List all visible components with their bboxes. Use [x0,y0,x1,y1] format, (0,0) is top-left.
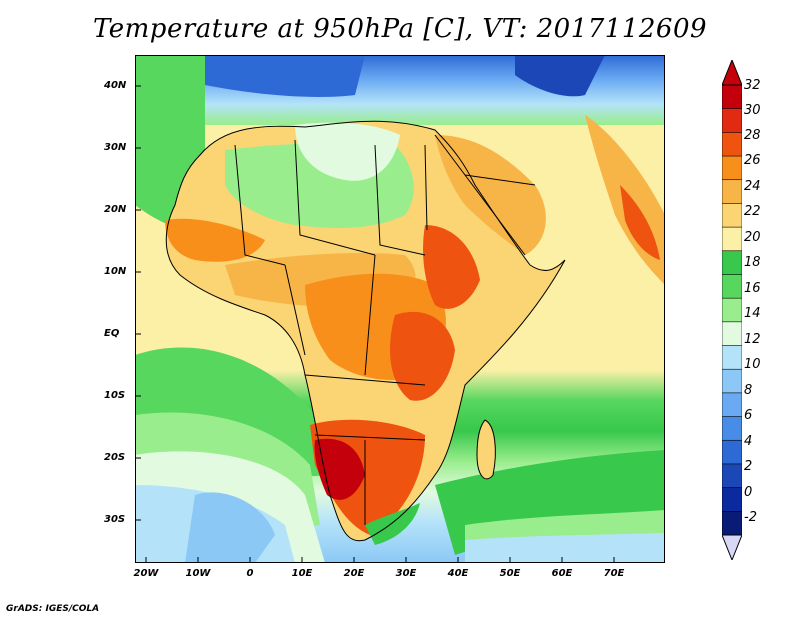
ethiopia-hot [423,225,480,309]
lon-label-20e: 20E [343,568,365,579]
colorbar-segment [722,487,742,513]
colorbar-segments [722,84,742,536]
colorbar-label-12: 12 [744,332,761,347]
southafrica-cool-coast [365,503,420,545]
colorbar-label-0: 0 [744,485,753,500]
chart-title: Temperature at 950hPa [C], VT: 201711260… [92,14,708,44]
colorbar-label-6: 6 [744,408,753,423]
map-frame [135,55,665,563]
west-africa-warm [165,218,265,262]
colorbar-segment [722,203,742,228]
lat-label-eq: EQ [104,328,120,339]
colorbar-label-14: 14 [744,306,761,321]
map-ticks [135,85,615,563]
colorbar-label-16: 16 [744,281,761,296]
colorbar-label-18: 18 [744,255,761,270]
madagascar [476,419,496,480]
colorbar-segment [722,179,742,205]
lon-label-40e: 40E [447,568,469,579]
colorbar-label-28: 28 [744,128,761,143]
lon-label-50e: 50E [499,568,521,579]
lon-label-0: 0 [246,568,254,579]
colorbar-segment [722,392,742,418]
arabia-warm-region [435,135,546,255]
colorbar-segment [722,226,742,252]
colorbar-label-8: 8 [744,383,753,398]
colorbar-segment [722,463,742,489]
colorbar-label-neg2: -2 [744,510,757,525]
colorbar-label-26: 26 [744,153,761,168]
lat-label-20s: 20S [104,452,126,463]
lat-label-30s: 30S [104,514,126,525]
lon-label-30e: 30E [395,568,417,579]
colorbar-label-30: 30 [744,103,761,118]
colorbar-label-2: 2 [744,459,753,474]
colorbar-segment [722,108,742,134]
south-indian-cold-band [465,533,665,563]
lon-label-70e: 70E [603,568,625,579]
colorbar-label-32: 32 [744,78,761,93]
grads-credit: GrADS: IGES/COLA [6,604,100,614]
colorbar-label-22: 22 [744,204,761,219]
colorbar-segment [722,155,742,181]
colorbar-segment [722,439,742,465]
colorbar-segment [722,511,742,536]
colorbar-label-4: 4 [744,434,753,449]
temperature-map[interactable] [135,55,665,563]
lat-label-40n: 40N [104,80,127,91]
lat-label-10s: 10S [104,390,126,401]
east-africa-hot [390,311,455,401]
sahara-light-patch [295,122,400,181]
colorbar-segment [722,321,742,347]
colorbar-top-arrow [722,60,742,86]
colorbar-label-10: 10 [744,357,761,372]
lon-label-10w: 10W [185,568,211,579]
colorbar-segment [722,274,742,299]
colorbar-segment [722,368,742,394]
colorbar-segment [722,250,742,276]
colorbar-label-20: 20 [744,230,761,245]
colorbar-label-24: 24 [744,179,761,194]
colorbar-segment [722,345,742,371]
india-hot-region [620,185,660,260]
colorbar-segment [722,132,742,157]
lat-label-10n: 10N [104,266,127,277]
lon-label-20w: 20W [133,568,159,579]
colorbar-segment [722,84,742,110]
caucasus-deep-blue [515,55,605,97]
temperature-colorbar [722,60,742,560]
colorbar-segment [722,416,742,442]
country-borders [165,120,566,542]
europe-deep-blue [205,55,365,97]
lon-label-10e: 10E [291,568,313,579]
colorbar-segment [722,297,742,323]
lon-label-60e: 60E [551,568,573,579]
colorbar-bottom-arrow [722,534,742,560]
lat-label-20n: 20N [104,204,127,215]
lat-label-30n: 30N [104,142,127,153]
south-atlantic-deep-blue-patch [185,492,275,563]
